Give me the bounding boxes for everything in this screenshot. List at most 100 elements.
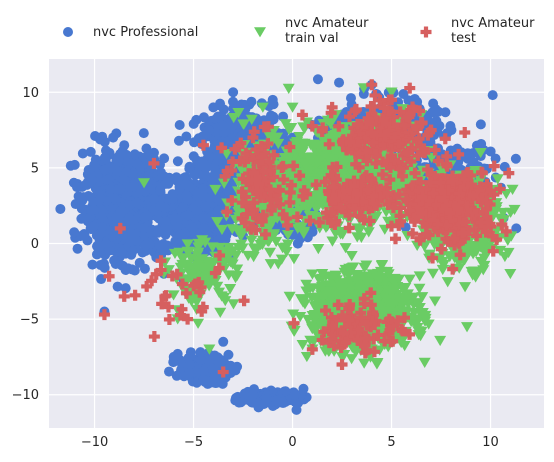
data-point xyxy=(162,240,173,251)
data-point xyxy=(294,311,307,323)
data-point xyxy=(139,212,150,223)
data-point xyxy=(382,216,395,227)
data-point xyxy=(172,156,183,167)
data-point xyxy=(511,223,522,234)
data-point xyxy=(393,179,406,190)
data-point xyxy=(108,132,119,143)
data-point xyxy=(131,197,142,208)
data-point xyxy=(475,119,486,130)
data-point xyxy=(319,222,332,233)
legend-marker xyxy=(63,27,73,37)
data-point xyxy=(200,201,211,212)
data-point xyxy=(198,190,209,201)
data-points xyxy=(55,74,522,415)
data-point xyxy=(93,243,104,254)
data-point xyxy=(311,157,324,168)
data-point xyxy=(440,107,451,118)
data-point xyxy=(307,142,320,153)
data-point xyxy=(319,346,332,357)
data-point xyxy=(187,222,198,233)
data-point xyxy=(154,240,165,251)
data-point xyxy=(223,349,234,360)
data-point xyxy=(87,259,98,270)
data-point xyxy=(218,120,229,131)
data-point xyxy=(510,153,521,164)
data-point xyxy=(306,269,319,280)
data-point xyxy=(115,184,126,195)
data-point xyxy=(297,122,310,133)
data-point xyxy=(88,204,99,215)
data-point xyxy=(476,138,487,149)
data-point xyxy=(289,389,300,400)
legend-label: nvc Professional xyxy=(93,25,198,40)
data-point xyxy=(132,159,143,170)
data-point xyxy=(283,291,296,302)
data-point xyxy=(183,181,194,192)
data-point xyxy=(358,358,371,369)
data-point xyxy=(119,140,130,151)
data-point xyxy=(228,96,239,107)
data-point xyxy=(337,160,350,171)
data-point xyxy=(99,262,110,273)
data-point xyxy=(72,243,83,254)
data-point xyxy=(278,111,289,122)
data-point xyxy=(428,98,439,109)
data-point xyxy=(398,88,409,99)
data-point xyxy=(184,359,195,370)
data-point xyxy=(116,260,127,271)
data-point xyxy=(398,341,411,352)
data-point xyxy=(279,386,290,397)
data-point xyxy=(413,271,426,282)
data-point xyxy=(374,177,387,188)
data-point xyxy=(370,359,383,370)
data-point xyxy=(313,194,326,205)
data-point xyxy=(312,244,325,255)
legend-marker xyxy=(420,26,432,38)
data-point xyxy=(386,182,399,193)
data-point xyxy=(411,314,424,325)
data-point xyxy=(168,351,179,362)
data-point xyxy=(248,397,259,408)
data-point xyxy=(205,212,216,223)
data-point xyxy=(209,372,220,383)
data-point xyxy=(198,374,209,385)
data-point xyxy=(85,146,96,157)
data-point xyxy=(171,370,182,381)
data-point xyxy=(122,232,133,243)
data-point xyxy=(69,227,80,238)
data-point xyxy=(290,397,301,408)
data-point xyxy=(339,243,352,254)
data-point xyxy=(195,355,206,366)
data-point xyxy=(208,102,219,113)
data-point xyxy=(341,128,354,139)
data-point xyxy=(363,221,376,232)
data-point xyxy=(86,174,97,185)
data-point xyxy=(88,196,99,207)
data-point xyxy=(116,247,127,258)
data-point xyxy=(149,193,160,204)
data-point xyxy=(141,143,152,154)
data-point xyxy=(283,124,296,136)
data-point xyxy=(225,360,236,371)
data-point xyxy=(173,135,184,146)
data-point xyxy=(345,93,356,104)
data-point xyxy=(228,87,239,98)
data-point xyxy=(195,347,206,358)
data-point xyxy=(291,137,304,148)
data-point xyxy=(189,137,200,148)
data-point xyxy=(127,168,138,179)
data-point xyxy=(355,271,368,282)
data-point xyxy=(124,212,135,223)
data-point xyxy=(76,194,87,205)
data-point xyxy=(120,283,131,294)
data-point xyxy=(109,193,120,204)
data-point xyxy=(160,216,171,227)
data-point xyxy=(138,128,149,139)
data-point xyxy=(218,336,229,347)
data-point xyxy=(403,274,416,285)
data-point xyxy=(198,112,209,123)
data-point xyxy=(140,239,151,250)
data-point xyxy=(297,143,310,154)
data-point xyxy=(416,292,429,303)
data-point xyxy=(279,119,292,130)
